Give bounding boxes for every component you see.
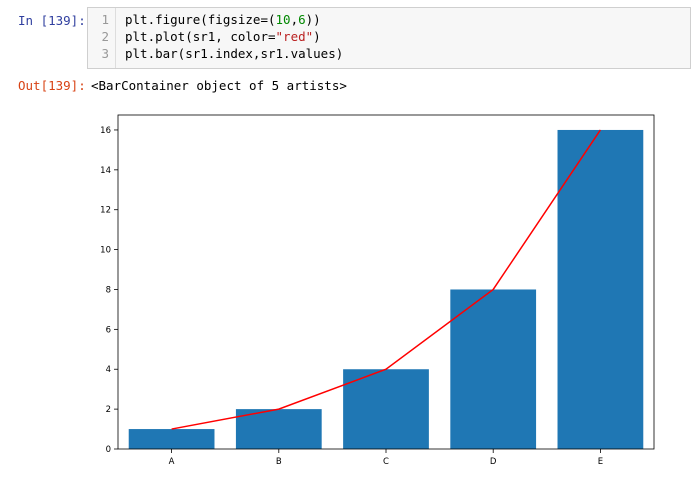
code-line: plt.plot(sr1, color="red") bbox=[125, 28, 343, 45]
x-tick-label: C bbox=[383, 457, 389, 467]
line-number: 3 bbox=[101, 46, 109, 61]
x-tick-label: D bbox=[490, 457, 497, 467]
y-tick-label: 0 bbox=[106, 445, 111, 455]
code-token: ) bbox=[313, 29, 321, 44]
x-tick-label: B bbox=[276, 457, 282, 467]
code-token: 10 bbox=[275, 12, 291, 27]
y-tick-label: 12 bbox=[100, 206, 111, 216]
code-token: plt.bar(sr1.index,sr1.values) bbox=[125, 46, 344, 61]
bar bbox=[128, 429, 215, 449]
line-number: 1 bbox=[101, 12, 109, 27]
bar bbox=[343, 369, 429, 449]
output-text: <BarContainer object of 5 artists> bbox=[91, 78, 347, 93]
code-token: plt.figure(figsize=( bbox=[125, 12, 276, 27]
code-line: plt.bar(sr1.index,sr1.values) bbox=[125, 45, 343, 62]
x-tick-label: E bbox=[598, 457, 603, 467]
input-prompt: In [139]: bbox=[18, 13, 86, 28]
bar bbox=[557, 129, 644, 449]
y-tick-label: 8 bbox=[106, 285, 111, 295]
code-line: plt.figure(figsize=(10,6)) bbox=[125, 11, 343, 28]
code-token: 6 bbox=[298, 12, 306, 27]
x-tick-label: A bbox=[169, 457, 175, 467]
bar-chart: 0 2 4 6 8 10 12 14 16 A B C D E bbox=[100, 114, 655, 467]
code-token: )) bbox=[305, 12, 321, 27]
series-line bbox=[171, 129, 602, 430]
bar bbox=[450, 289, 537, 449]
line-number: 2 bbox=[101, 29, 109, 44]
gutter-divider bbox=[115, 8, 116, 68]
y-tick-label: 16 bbox=[100, 126, 111, 136]
y-tick-label: 4 bbox=[106, 365, 111, 375]
bar bbox=[235, 409, 322, 449]
output-prompt: Out[139]: bbox=[18, 78, 86, 93]
y-tick-label: 14 bbox=[100, 166, 111, 176]
y-tick-label: 2 bbox=[106, 405, 111, 415]
y-tick-label: 10 bbox=[100, 246, 111, 256]
code-editor[interactable]: plt.figure(figsize=(10,6)) plt.plot(sr1, … bbox=[125, 11, 343, 62]
y-tick-label: 6 bbox=[106, 325, 111, 335]
code-token: "red" bbox=[275, 29, 314, 44]
line-numbers: 1 2 3 bbox=[88, 11, 115, 62]
code-token: , bbox=[290, 12, 299, 27]
code-token: plt.plot(sr1, color= bbox=[125, 29, 276, 44]
